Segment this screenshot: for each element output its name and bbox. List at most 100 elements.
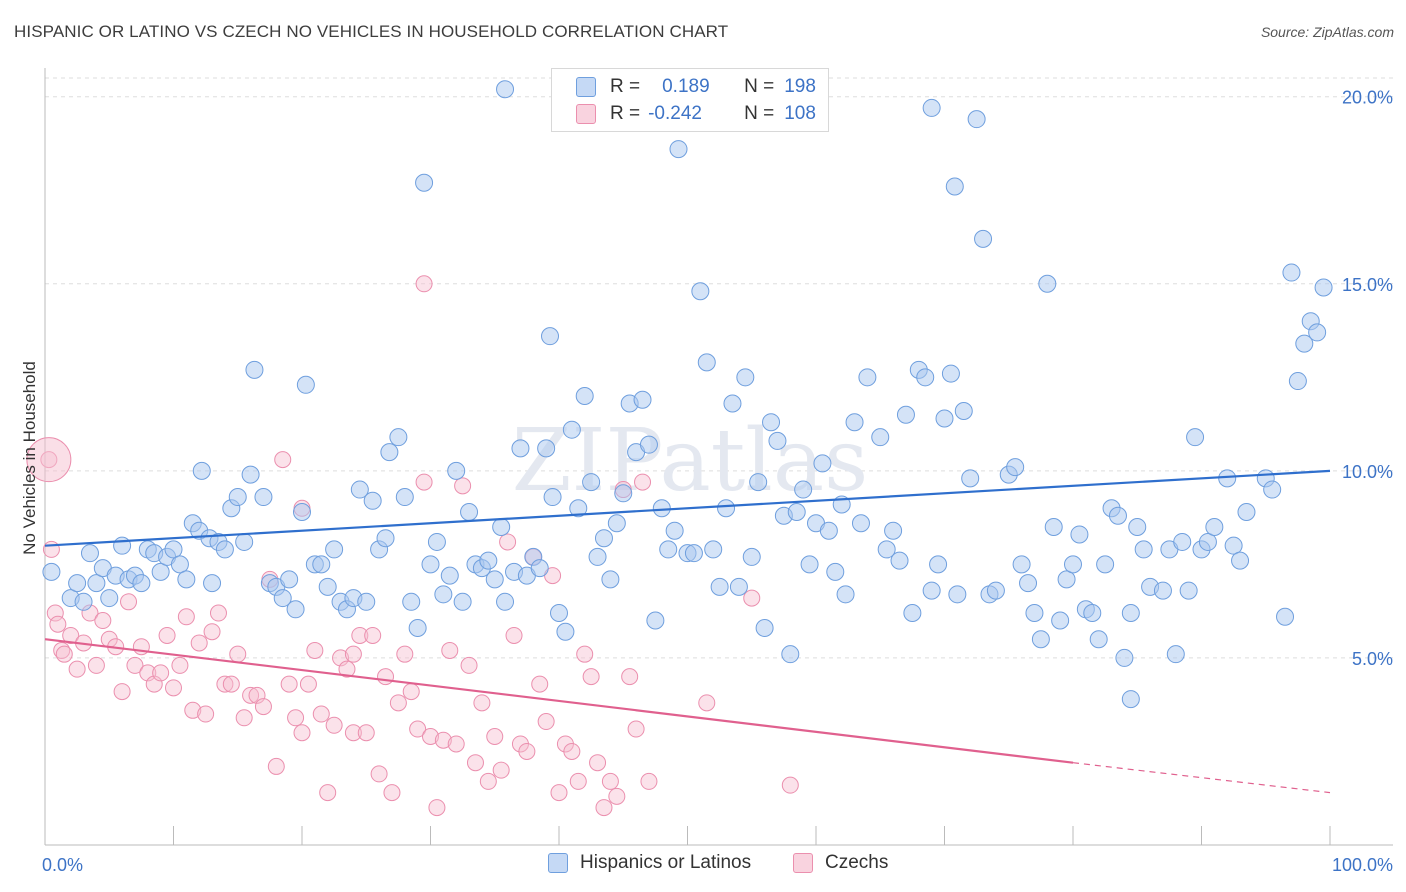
- data-point-hispanics: [241, 465, 260, 484]
- data-point-czechs: [216, 675, 234, 693]
- data-point-czechs: [409, 720, 427, 738]
- data-point-hispanics: [607, 514, 626, 533]
- data-point-hispanics: [1051, 611, 1070, 630]
- data-point-hispanics: [380, 443, 399, 462]
- data-point-hispanics: [496, 80, 515, 99]
- data-point-hispanics: [665, 521, 684, 540]
- data-point-hispanics: [511, 439, 530, 458]
- data-point-hispanics: [245, 360, 264, 379]
- data-point-czechs: [184, 701, 202, 719]
- x-tick-label: 0.0%: [42, 855, 83, 875]
- data-point-czechs: [743, 589, 761, 607]
- data-point-czechs: [473, 694, 491, 712]
- data-point-hispanics: [961, 469, 980, 488]
- data-point-czechs: [293, 724, 311, 742]
- data-point-hispanics: [851, 514, 870, 533]
- data-point-czechs: [287, 709, 305, 727]
- legend-r-value: -0.242: [648, 103, 702, 124]
- data-point-czechs: [415, 275, 433, 293]
- data-point-hispanics: [884, 521, 903, 540]
- data-point-czechs: [242, 686, 260, 704]
- data-point-hispanics: [132, 574, 151, 593]
- data-point-czechs: [460, 656, 478, 674]
- data-point-czechs: [267, 757, 285, 775]
- data-point-czechs: [486, 727, 504, 745]
- legend-item-hispanics[interactable]: Hispanics or Latinos: [548, 852, 751, 874]
- data-point-hispanics: [582, 473, 601, 492]
- data-point-hispanics: [1198, 532, 1217, 551]
- data-point-czechs: [312, 705, 330, 723]
- data-point-hispanics: [1038, 274, 1057, 293]
- y-tick-label: 15.0%: [1342, 275, 1393, 295]
- data-point-hispanics: [1282, 263, 1301, 282]
- y-tick-label: 20.0%: [1342, 88, 1393, 108]
- legend-r-value: 0.189: [662, 76, 710, 97]
- data-point-hispanics: [1108, 506, 1127, 525]
- data-point-czechs: [640, 772, 658, 790]
- data-point-czechs: [466, 754, 484, 772]
- data-point-czechs: [190, 634, 208, 652]
- data-point-hispanics: [543, 488, 562, 507]
- data-point-czechs: [158, 626, 176, 644]
- data-point-czechs: [601, 772, 619, 790]
- data-point-hispanics: [228, 488, 247, 507]
- data-point-hispanics: [1012, 555, 1031, 574]
- data-point-czechs: [325, 716, 343, 734]
- data-point-hispanics: [1070, 525, 1089, 544]
- legend-item-czechs[interactable]: Czechs: [793, 852, 888, 874]
- data-point-czechs: [422, 727, 439, 745]
- data-point-czechs: [377, 668, 395, 686]
- data-point-hispanics: [691, 282, 710, 301]
- data-point-czechs: [62, 626, 80, 644]
- data-point-hispanics: [496, 592, 515, 611]
- data-point-czechs: [595, 799, 613, 817]
- data-point-hispanics: [749, 473, 768, 492]
- data-point-hispanics: [1288, 372, 1307, 391]
- data-point-czechs: [165, 679, 182, 697]
- data-point-hispanics: [235, 532, 254, 551]
- data-point-czechs: [621, 668, 639, 686]
- y-tick-label: 5.0%: [1352, 649, 1393, 669]
- data-point-hispanics: [1044, 517, 1063, 536]
- data-point-czechs: [49, 615, 67, 633]
- chart-title: HISPANIC OR LATINO VS CZECH NO VEHICLES …: [14, 22, 729, 41]
- data-point-czechs: [344, 724, 362, 742]
- data-point-hispanics: [935, 409, 954, 428]
- trend-line-czechs-extrapolated: [1072, 762, 1331, 794]
- data-point-hispanics: [192, 461, 211, 480]
- data-point-czechs: [402, 683, 420, 701]
- data-point-hispanics: [1231, 551, 1250, 570]
- data-point-hispanics: [421, 555, 440, 574]
- data-point-czechs: [344, 645, 362, 663]
- trend-line-hispanics: [44, 469, 1331, 547]
- data-point-hispanics: [453, 592, 472, 611]
- data-point-czechs: [87, 656, 105, 674]
- data-point-hispanics: [537, 439, 556, 458]
- data-point-hispanics: [1186, 428, 1205, 447]
- data-point-hispanics: [1121, 604, 1140, 623]
- data-point-hispanics: [826, 562, 845, 581]
- data-point-hispanics: [415, 173, 434, 192]
- data-point-czechs: [94, 612, 112, 630]
- data-point-hispanics: [569, 499, 588, 518]
- data-point-hispanics: [974, 229, 993, 248]
- data-point-hispanics: [530, 559, 549, 578]
- data-point-hispanics: [1025, 604, 1044, 623]
- data-point-hispanics: [1121, 690, 1140, 709]
- data-point-hispanics: [215, 540, 234, 559]
- data-point-hispanics: [447, 461, 466, 480]
- data-point-hispanics: [941, 364, 960, 383]
- data-point-hispanics: [922, 581, 941, 600]
- legend-n-value: 198: [784, 76, 816, 97]
- trend-lines: [44, 469, 1331, 794]
- data-point-hispanics: [1153, 581, 1172, 600]
- data-point-hispanics: [922, 98, 941, 117]
- data-point-czechs: [280, 675, 298, 693]
- data-point-hispanics: [916, 368, 935, 387]
- data-point-czechs: [177, 608, 195, 626]
- data-point-hispanics: [755, 618, 774, 637]
- data-point-hispanics: [717, 499, 736, 518]
- data-point-czechs: [589, 754, 607, 772]
- data-point-hispanics: [113, 536, 132, 555]
